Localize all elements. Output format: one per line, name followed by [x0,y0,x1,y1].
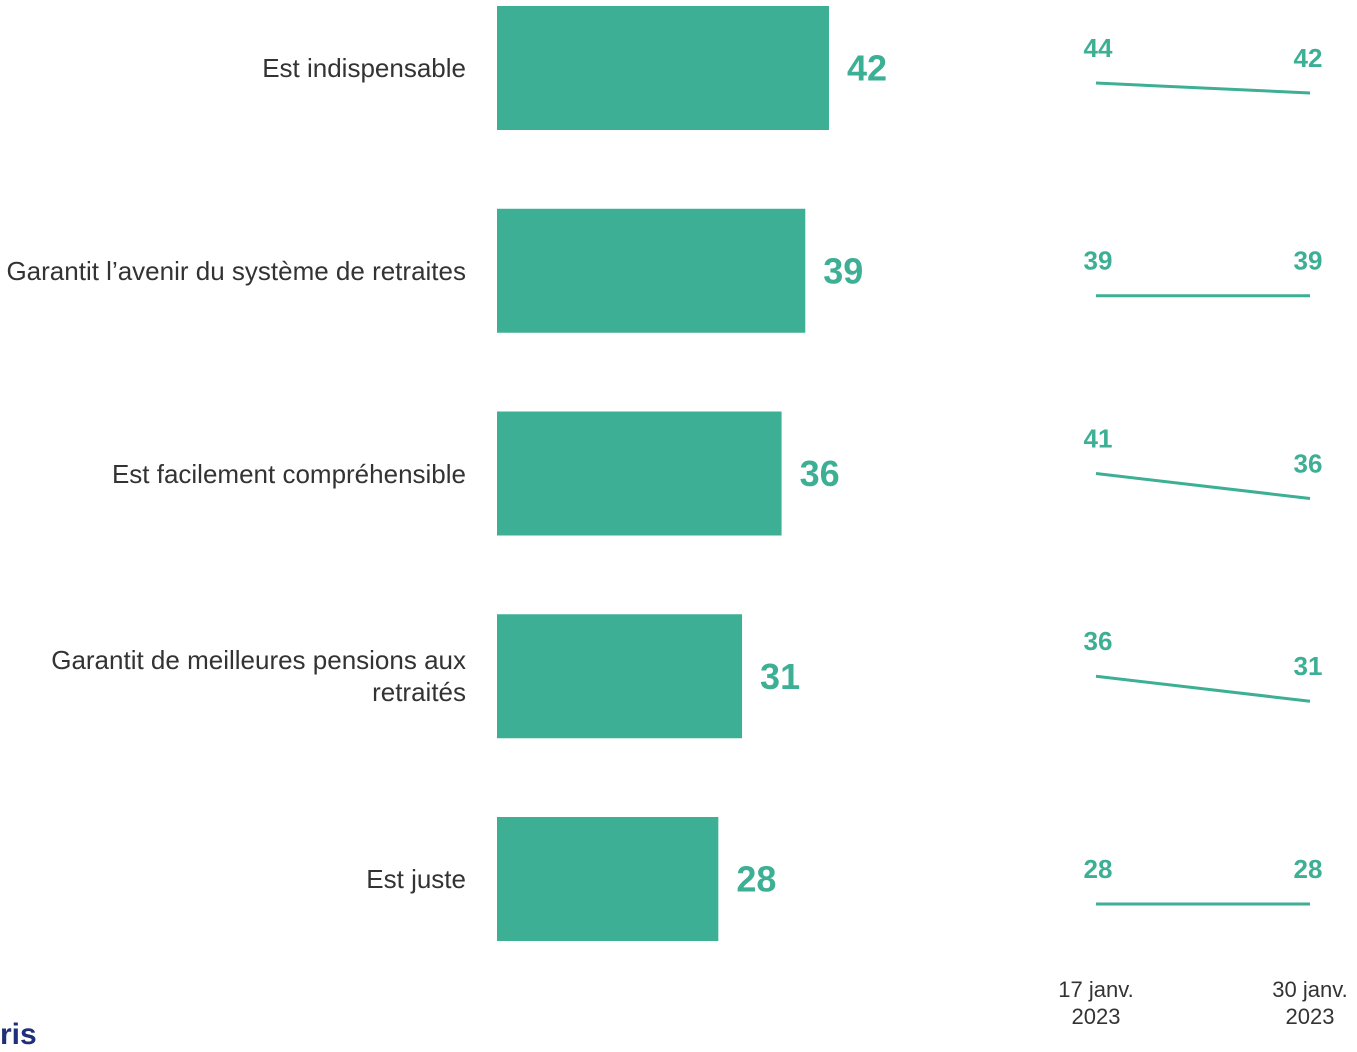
trend-value-label: 44 [1084,33,1113,63]
trend-line [1095,674,1311,703]
category-label: Garantit de meilleures pensions aux retr… [51,645,466,708]
trend-value-label: 39 [1294,246,1323,276]
x-tick-label: 30 janv. 2023 [1272,977,1348,1029]
trend-line [1095,81,1311,95]
trend-value-label: 39 [1084,246,1113,276]
category-label: Est facilement compréhensible [111,458,466,489]
bar [497,6,829,130]
trend-value-label: 36 [1294,448,1323,478]
category-label: Est indispensable [262,53,466,83]
bar-value-label: 39 [823,250,863,291]
logo: ris [0,1018,37,1051]
trend-value-label: 42 [1294,43,1323,73]
bar-value-label: 31 [760,656,800,697]
trend-value-label: 31 [1294,651,1323,681]
bar [497,817,719,941]
trend-line [1095,472,1311,500]
bar-value-label: 28 [736,859,776,900]
bar [497,208,806,333]
category-label: Est juste [366,864,466,894]
trend-value-label: 28 [1294,854,1323,884]
trend-value-label: 41 [1084,423,1113,453]
bar-value-label: 36 [800,453,840,494]
trend-value-label: 36 [1084,626,1113,656]
x-tick-label: 17 janv. 2023 [1058,977,1134,1029]
bar-value-label: 42 [847,48,887,89]
bar [497,411,782,536]
category-label: Garantit l’avenir du système de retraite… [6,255,466,286]
bar [497,614,743,739]
trend-value-label: 28 [1084,854,1113,884]
